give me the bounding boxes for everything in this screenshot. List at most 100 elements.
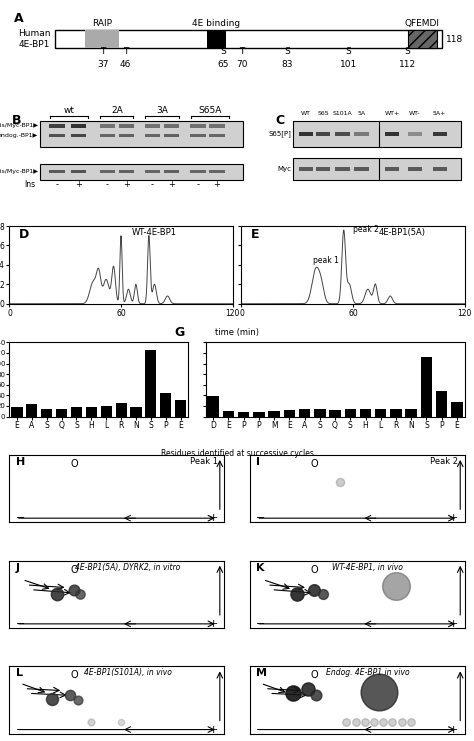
Text: 4E binding: 4E binding [192,19,241,28]
Text: RAIP: RAIP [91,19,111,28]
Text: T: T [100,47,105,56]
Bar [253,412,264,416]
Bar [118,170,134,173]
Point [49,693,56,705]
Text: +: + [449,725,458,734]
Point [343,716,350,728]
Bar [293,158,461,180]
Bar [209,134,225,137]
Text: S: S [284,47,290,56]
Text: −: − [16,514,25,523]
Text: 118: 118 [447,35,464,44]
Text: Residues identified at successive cycles: Residues identified at successive cycles [161,449,313,458]
Text: +: + [208,514,218,523]
Bar [299,167,313,170]
Bar [360,409,371,416]
Bar [130,407,142,416]
Text: +: + [75,180,82,189]
Text: −: − [256,725,266,734]
Text: S: S [346,47,351,56]
Text: −: − [256,619,266,629]
Text: 2A: 2A [111,106,123,115]
Bar [209,170,225,173]
Bar [355,132,369,136]
Bar [209,124,225,127]
Bar [49,170,65,173]
Point [392,580,400,592]
Point [313,688,320,700]
Bar [190,134,206,137]
Text: +: + [123,180,130,189]
Bar [314,409,326,416]
Point [407,716,415,728]
Point [53,588,61,600]
Point [336,476,344,488]
Text: −: − [256,514,266,523]
Bar [116,403,127,416]
Bar [436,391,447,416]
Text: WT-: WT- [409,110,421,116]
Point [117,716,125,728]
Bar [390,409,401,416]
Text: WT+: WT+ [384,110,400,116]
Bar [408,132,422,136]
Bar [164,124,179,127]
Bar [40,164,243,180]
Text: 4E-BP1(5A), DYRK2, in vitro: 4E-BP1(5A), DYRK2, in vitro [75,563,180,572]
Bar [100,170,115,173]
Text: O: O [70,459,78,469]
Text: Endog. 4E-BP1 in vivo: Endog. 4E-BP1 in vivo [326,668,410,677]
Bar [56,408,67,416]
Point [361,716,369,728]
Point [370,716,378,728]
Bar [71,408,82,416]
Text: B: B [12,114,21,127]
Text: +: + [449,619,458,629]
Text: WT: WT [301,110,311,116]
Text: 3A: 3A [156,106,168,115]
Bar [335,132,349,136]
Text: G: G [174,326,185,339]
Text: S: S [405,47,410,56]
Text: Myc: Myc [277,166,291,172]
Bar [86,407,97,416]
Text: His/Myc-BP1▶: His/Myc-BP1▶ [0,124,38,128]
Text: wt: wt [64,106,74,115]
Point [70,584,78,596]
Text: Peak 2: Peak 2 [430,457,458,466]
Bar [100,124,115,127]
Bar [118,134,134,137]
Bar [49,134,65,137]
Text: +: + [449,514,458,523]
Point [66,688,73,700]
Bar [268,411,280,416]
Bar [385,132,399,136]
Point [76,588,84,600]
Text: WT-4E-BP1, in vivo: WT-4E-BP1, in vivo [332,563,403,572]
Text: 70: 70 [236,60,247,69]
Point [310,584,318,596]
Bar [26,405,37,416]
Text: S101A: S101A [333,110,352,116]
Bar [71,170,86,173]
Text: -: - [55,180,59,189]
Point [74,694,82,706]
Text: 65: 65 [218,60,229,69]
Bar [433,132,447,136]
Text: 37: 37 [97,60,109,69]
Text: endog.-BP1▶: endog.-BP1▶ [0,133,38,138]
Bar [84,30,118,48]
Text: K: K [256,563,265,573]
Bar [41,408,52,416]
Bar [145,134,160,137]
Text: I: I [256,457,260,467]
Bar [175,399,186,416]
Bar [299,409,310,416]
Text: O: O [310,565,318,574]
Bar [408,30,437,48]
Bar [49,124,65,127]
Bar [375,409,386,416]
Text: +: + [208,725,218,734]
Point [304,683,311,695]
Text: peak 2: peak 2 [353,225,379,234]
